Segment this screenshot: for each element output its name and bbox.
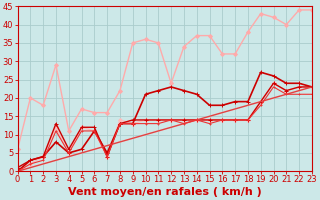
X-axis label: Vent moyen/en rafales ( km/h ): Vent moyen/en rafales ( km/h ) (68, 187, 262, 197)
